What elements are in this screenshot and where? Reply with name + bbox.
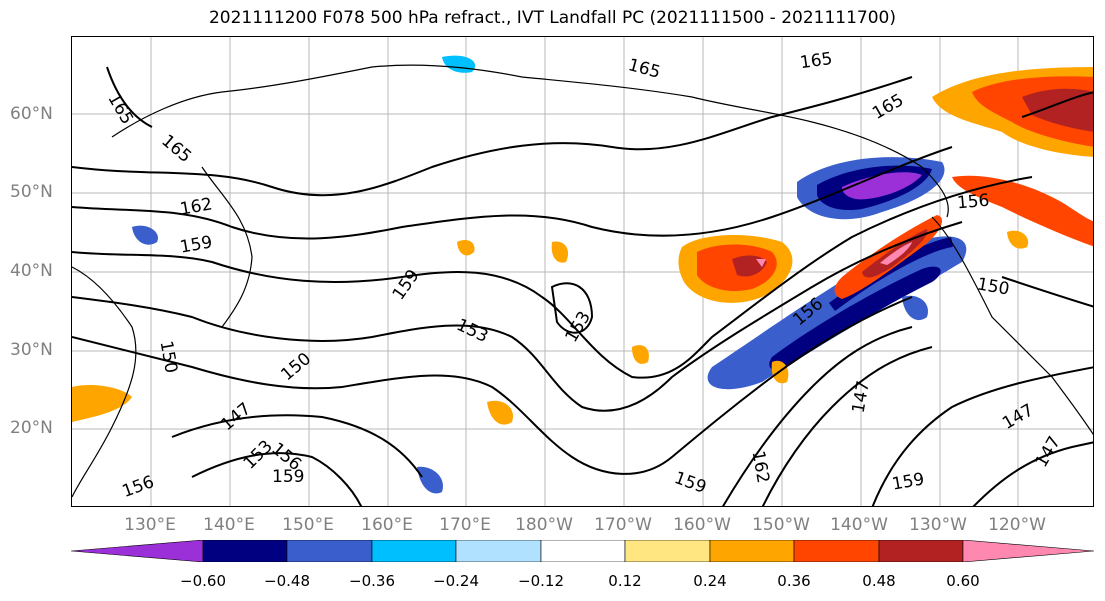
contour-label: 165 [869,90,908,124]
lon-label-160e: 160°E [361,515,413,535]
contour-label: 162 [178,194,214,220]
lon-label-150w: 150°W [752,515,810,535]
contour-labels: 165 165 165 165 165 162 159 159 159 156 … [72,37,1093,506]
colorbar-tick: −0.48 [264,572,310,590]
colorbar-tick: 0.24 [693,572,727,590]
colorbar-segment [793,540,880,562]
colorbar-segment [371,540,457,562]
colorbar-segment [286,540,373,562]
colorbar-segment [709,540,795,562]
lon-label-170e: 170°E [439,515,491,535]
lon-label-120w: 120°W [988,515,1046,535]
colorbar-tick: −0.60 [180,572,226,590]
contour-label: 156 [119,472,157,502]
lon-label-130w: 130°W [909,515,967,535]
contour-label: 153 [453,315,492,347]
contour-label: 159 [178,232,214,258]
refractivity-contours [72,66,1093,506]
coastlines [72,64,1093,498]
contour-label: 159 [890,469,926,495]
contour-label: 150 [975,274,1011,300]
colorbar-segment [202,540,288,562]
colorbar-tick: 0.12 [608,572,642,590]
map-title: 2021111200 F078 500 hPa refract., IVT La… [208,8,896,28]
lat-label-20n: 20°N [10,418,53,438]
colorbar-segment [455,540,542,562]
contour-label: 147 [217,398,256,436]
lat-label-50n: 50°N [10,182,53,202]
colorbar-tick: −0.24 [433,572,479,590]
colorbar [71,540,1094,562]
contour-label: 153 [561,307,596,347]
contour-label: 147 [999,400,1038,434]
contour-label: 147 [848,379,874,415]
contour-label: 165 [798,48,834,74]
colorbar-segment [878,540,964,562]
colorbar-segment [540,540,626,562]
contour-label: 165 [157,130,196,168]
lon-label-130e: 130°E [124,515,176,535]
lon-label-160w: 160°W [673,515,731,535]
colorbar-tick: −0.12 [518,572,564,590]
contour-label: 159 [272,467,305,487]
lon-label-150e: 150°E [282,515,334,535]
lon-label-170w: 170°W [594,515,652,535]
lat-label-40n: 40°N [10,261,53,281]
colorbar-tick: −0.36 [349,572,395,590]
contour-label: 147 [1031,432,1066,472]
contour-label: 162 [747,449,773,485]
contour-label: 159 [671,468,709,498]
colorbar-tick: 0.48 [862,572,896,590]
contour-label: 156 [956,190,991,214]
lon-label-140e: 140°E [203,515,255,535]
colorbar-tick: 0.60 [946,572,980,590]
map-canvas [72,37,1093,506]
map-panel: 165 165 165 165 165 162 159 159 159 156 … [71,36,1094,507]
lon-label-180w: 180°W [515,515,573,535]
colorbar-tick: 0.36 [777,572,811,590]
lon-label-140w: 140°W [830,515,888,535]
contour-label: 156 [789,293,828,331]
colorbar-segment [71,540,204,562]
colorbar-segment [962,540,1094,562]
contour-label: 150 [277,348,316,386]
lat-label-30n: 30°N [10,340,53,360]
lat-label-60n: 60°N [10,104,53,124]
colorbar-segment [624,540,711,562]
contour-label: 165 [625,55,663,83]
ivt-filled-contours [72,55,1093,494]
contour-label: 159 [388,265,424,305]
contour-label: 150 [155,339,181,375]
contour-label: 165 [103,89,138,129]
